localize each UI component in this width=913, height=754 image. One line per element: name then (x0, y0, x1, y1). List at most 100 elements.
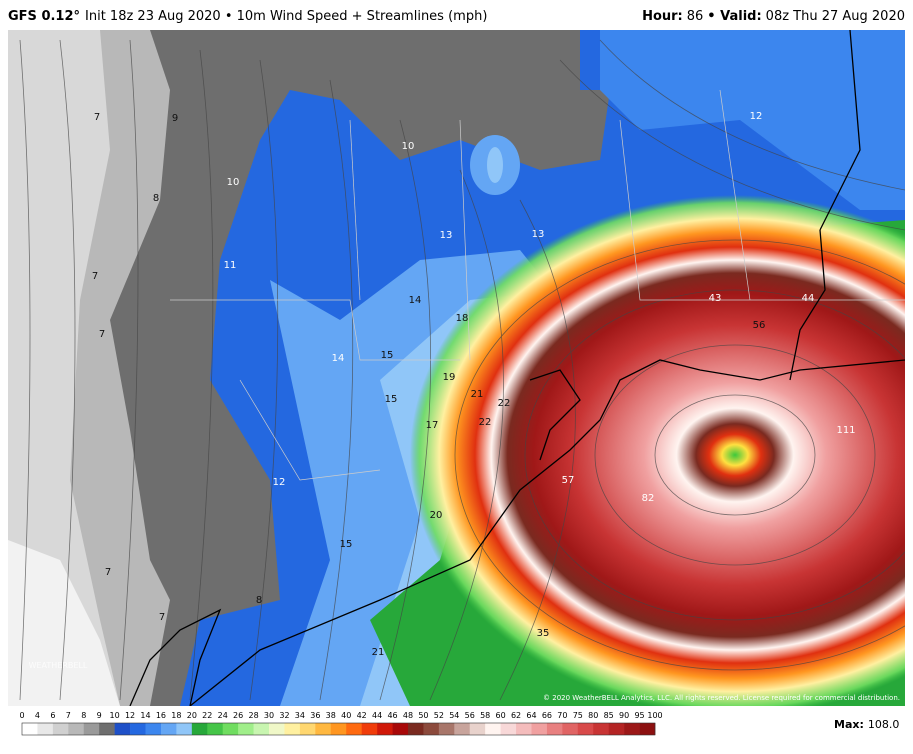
color-swatch (546, 723, 563, 735)
map-label: 7 (159, 612, 165, 623)
light-grey (8, 30, 120, 706)
map-label: 82 (642, 493, 655, 504)
map-label: 22 (479, 417, 492, 428)
map-label: 12 (750, 111, 763, 122)
colorbar-tick: 10 (110, 711, 120, 720)
color-swatch (284, 723, 301, 735)
color-swatch (562, 723, 579, 735)
colorbar-tick: 66 (542, 711, 552, 720)
max-label: Max: (834, 718, 864, 731)
color-swatch (377, 723, 393, 735)
model: GFS 0.12° (8, 9, 80, 24)
map-label: 10 (227, 177, 240, 188)
color-swatch (346, 723, 362, 735)
color-swatch (593, 723, 609, 735)
colorbar-tick: 18 (171, 711, 181, 720)
color-swatch (68, 723, 85, 735)
colorbar-tick: 9 (97, 711, 102, 720)
map-label: 11 (224, 260, 237, 271)
map-label: 7 (105, 567, 111, 578)
map-label: 18 (456, 313, 469, 324)
color-swatch (315, 723, 332, 735)
color-swatch (83, 723, 100, 735)
color-swatch (269, 723, 285, 735)
colorbar-tick: 8 (81, 711, 86, 720)
map-label: 15 (381, 350, 394, 361)
color-swatch (22, 723, 38, 735)
color-swatch (531, 723, 548, 735)
hour-label: Hour: (642, 9, 683, 24)
colorbar-tick: 54 (449, 711, 459, 720)
map-label: 15 (340, 539, 353, 550)
map-label: 13 (532, 229, 545, 240)
map-label: 22 (498, 398, 511, 409)
color-swatch (52, 723, 69, 735)
color-swatch (145, 723, 162, 735)
color-swatch (454, 723, 471, 735)
color-swatch (624, 723, 640, 735)
colorbar-tick: 60 (496, 711, 506, 720)
colorbar: 0 4 6 7 8 9 10 12 14 16 18 20 22 24 26 28 30 32 34 36 38 40 42… (19, 711, 663, 736)
colorbar-tick: 36 (310, 711, 320, 720)
map-labels: 7 9 10 12 10 8 13 13 11 7 43 44 14 18 56… (92, 111, 856, 658)
colorbar-tick: 42 (357, 711, 367, 720)
colorbar-tick: 50 (418, 711, 428, 720)
colorbar-tick: 4 (35, 711, 40, 720)
map-label: 9 (172, 113, 178, 124)
map-label: 10 (402, 141, 415, 152)
colorbar-frame (21, 722, 656, 736)
colorbar-tick: 90 (619, 711, 629, 720)
colorbar-tick: 40 (341, 711, 351, 720)
init: Init 18z 23 Aug 2020 • 10m Wind Speed + … (85, 9, 487, 24)
colorbar-tick: 32 (279, 711, 289, 720)
streamlines (19, 39, 905, 701)
map-label: 43 (709, 293, 722, 304)
color-swatch (160, 723, 177, 735)
colorbar-tick: 14 (140, 711, 150, 720)
map-label: 111 (836, 425, 855, 436)
colorbar-tick: 64 (526, 711, 536, 720)
coastline (129, 30, 905, 706)
map-label: 35 (537, 628, 550, 639)
colorbar-tick: 52 (434, 711, 444, 720)
map-label: 14 (409, 295, 422, 306)
color-swatch (207, 723, 224, 735)
color-swatch (392, 723, 409, 735)
colorbar-tick: 46 (387, 711, 397, 720)
color-swatch (299, 723, 316, 735)
color-swatch (191, 723, 208, 735)
colorbar-tick: 95 (634, 711, 644, 720)
map-label: 12 (273, 477, 286, 488)
color-swatch (99, 723, 115, 735)
map-label: 8 (256, 595, 262, 606)
colorbar-tick: 6 (50, 711, 55, 720)
map-label: 20 (430, 510, 443, 521)
map-label: 21 (471, 389, 484, 400)
color-swatch (438, 723, 455, 735)
map-label: 7 (94, 112, 100, 123)
colorbar-tick: 20 (187, 711, 197, 720)
color-swatch (608, 723, 625, 735)
colorbar-tick: 30 (264, 711, 274, 720)
color-swatch (114, 723, 131, 735)
logo: WEATHERBELL (29, 661, 88, 670)
lake-light (487, 147, 503, 183)
map-label: 7 (99, 329, 105, 340)
map-label: 21 (372, 647, 385, 658)
color-swatch (37, 723, 54, 735)
colorbar-tick: 22 (202, 711, 212, 720)
valid: 08z Thu 27 Aug 2020 (766, 9, 905, 24)
colorbar-tick: 28 (248, 711, 258, 720)
header-right: Hour: 86 • Valid: 08z Thu 27 Aug 2020 (642, 9, 905, 24)
valid-label: • Valid: (707, 9, 761, 24)
max: Max: 108.0 (834, 718, 899, 731)
color-swatch (516, 723, 532, 735)
colorbar-tick: 38 (326, 711, 336, 720)
hurricane (400, 190, 905, 706)
color-swatch (469, 723, 486, 735)
color-swatch (330, 723, 347, 735)
blue-northeast (600, 30, 905, 210)
colorbar-tick: 7 (66, 711, 71, 720)
map-label: 8 (153, 193, 159, 204)
